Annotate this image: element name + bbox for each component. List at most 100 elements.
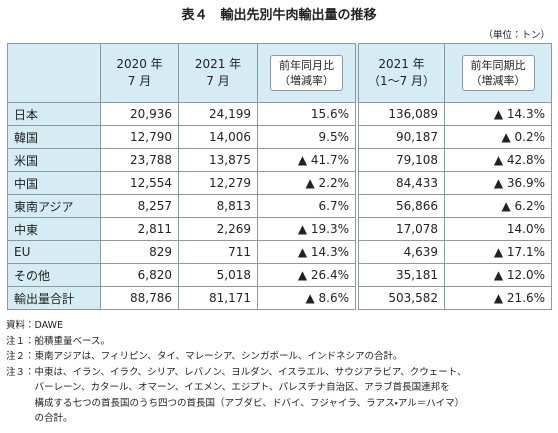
cell: 2,811 [100,217,179,241]
notes: 資料： DAWE 注１： 船積重量ベース。 注２： 東南アジアは、フィリピン、タイ、マレー… [6,318,467,427]
note-line: 東南アジアは、フィリピン、タイ、マレーシア、シンガポール、インドネシアの合計。 [34,351,403,362]
cell: 23,788 [100,148,179,172]
row: 輸出量合計 88,786 81,171 ▲ 8.6% 503,582 ▲ 21.6% [7,286,552,310]
note: 注３： 中東は、イラン、イラク、シリア、レバノン、ヨルダン、イスラエル、サウジアラ… [6,365,467,427]
cell: 503,582 [355,286,445,310]
unit: （単位：トン） [483,30,550,41]
row-label: 日本 [7,102,101,126]
row: 韓国 12,790 14,006 9.5% 90,187 ▲ 0.2% [7,125,552,149]
row: 日本 20,936 24,199 15.6% 136,089 ▲ 14.3% [7,102,552,126]
note-body: 中東は、イラン、イラク、シリア、レバノン、ヨルダン、イスラエル、サウジアラビア、… [35,365,467,427]
cell: 6,820 [100,263,179,287]
header-cell: 前年同期比 （増減率） [444,43,552,103]
cell: ▲ 17.1% [444,240,552,264]
cell: 14,006 [178,125,258,149]
note-line: 船積重量ベース。 [34,335,111,347]
cell: 12,279 [178,171,258,195]
cell: ▲ 26.4% [257,263,358,287]
cell: 711 [178,240,258,264]
cell: 829 [100,240,179,264]
row-label: その他 [7,263,101,287]
header-cell [7,43,101,103]
header-line: 7 月 [127,74,152,88]
cell: 56,866 [355,194,445,218]
cell: ▲ 12.0% [444,263,552,287]
cell: 12,790 [100,125,179,149]
cell: 79,108 [355,148,445,172]
header-cell: 2020 年 7 月 [100,43,179,103]
row-label: EU [7,240,101,264]
note-line: 中東は、イラン、イラク、シリア、レバノン、ヨルダン、イスラエル、サウジアラビア、… [34,366,467,378]
cell: 17,078 [355,217,445,241]
header-cell: 2021 年 （1～7 月） [355,43,445,103]
cell: 4,639 [355,240,445,264]
header-line: 2021 年 [194,57,242,71]
cell: 81,171 [178,286,258,310]
header-box: 前年同月比 （増減率） [270,55,343,91]
row-label: 中東 [7,217,101,241]
cell: 14.0% [444,217,552,241]
row: 中国 12,554 12,279 ▲ 2.2% 84,433 ▲ 36.9% [7,171,552,195]
note-label: 資料： [6,320,35,331]
note-line: バーレーン、カタール、オマーン、イエメン、エジプト、パレスチナ自治区、アラブ首長… [34,382,450,393]
cell: ▲ 42.8% [444,148,552,172]
note: 資料： DAWE [6,318,467,334]
header-line: （増減率） [470,74,526,87]
cell: ▲ 8.6% [257,286,358,310]
note-line: 構成する七つの首長国のうち四つの首長国（アブダビ、ドバイ、フジャイラ、ラアス・ア… [34,397,465,409]
header-cell: 前年同月比 （増減率） [257,43,358,103]
cell: ▲ 14.3% [257,240,358,264]
cell: 12,554 [100,171,179,195]
note-body: 東南アジアは、フィリピン、タイ、マレーシア、シンガポール、インドネシアの合計。 [35,349,403,365]
note-label: 注２： [6,351,35,362]
header-line: 2020 年 [116,57,163,71]
cell: 35,181 [355,263,445,287]
header-box: 前年同期比 （増減率） [461,55,535,91]
header-line: 前年同月比 [279,59,334,72]
note: 注１： 船積重量ベース。 [6,334,467,350]
note-body: 船積重量ベース。 [35,334,111,350]
cell: ▲ 2.2% [257,171,358,195]
note-line: の合計。 [34,413,73,424]
cell: 5,018 [178,263,258,287]
row: 中東 2,811 2,269 ▲ 19.3% 17,078 14.0% [7,217,552,241]
cell: 8,813 [178,194,258,218]
note: 注２： 東南アジアは、フィリピン、タイ、マレーシア、シンガポール、インドネシアの合… [6,349,467,365]
cell: 2,269 [178,217,258,241]
row-label: 輸出量合計 [7,286,101,310]
cell: ▲ 21.6% [444,286,552,310]
row: 東南アジア 8,257 8,813 6.7% 56,866 ▲ 6.2% [7,194,552,218]
cell: 8,257 [100,194,179,218]
row-label: 韓国 [7,125,101,149]
cell: ▲ 6.2% [444,194,552,218]
cell: 90,187 [355,125,445,149]
header-cell: 2021 年 7 月 [178,43,258,103]
row-label: 中国 [7,171,101,195]
note-line: DAWE [34,320,64,331]
cell: 84,433 [355,171,445,195]
cell: ▲ 0.2% [444,125,552,149]
header-line: 前年同期比 [470,59,526,72]
cell: 9.5% [257,125,358,149]
cell: ▲ 14.3% [444,102,552,126]
cell: 15.6% [257,102,358,126]
cell: ▲ 36.9% [444,171,552,195]
row: その他 6,820 5,018 ▲ 26.4% 35,181 ▲ 12.0% [7,263,552,287]
header-row: 2020 年 7 月 2021 年 7 月 前年同月比 （増減率） 2021 年 （1～7 月… [7,43,552,103]
header-line: （1～7 月） [367,74,436,88]
note-label: 注１： [6,335,35,347]
row: EU 829 711 ▲ 14.3% 4,639 ▲ 17.1% [7,240,552,264]
row-label: 米国 [7,148,101,172]
header-line: 2021 年 [378,57,425,71]
cell: 6.7% [257,194,358,218]
cell: 20,936 [100,102,179,126]
row-label: 東南アジア [7,194,101,218]
cell: ▲ 41.7% [257,148,358,172]
header-line: 7 月 [206,74,230,88]
cell: 24,199 [178,102,258,126]
cell: 136,089 [355,102,445,126]
note-body: DAWE [35,318,64,334]
note-label: 注３： [6,366,35,378]
table: 2020 年 7 月 2021 年 7 月 前年同月比 （増減率） 2021 年 （1～7 月… [7,43,552,310]
